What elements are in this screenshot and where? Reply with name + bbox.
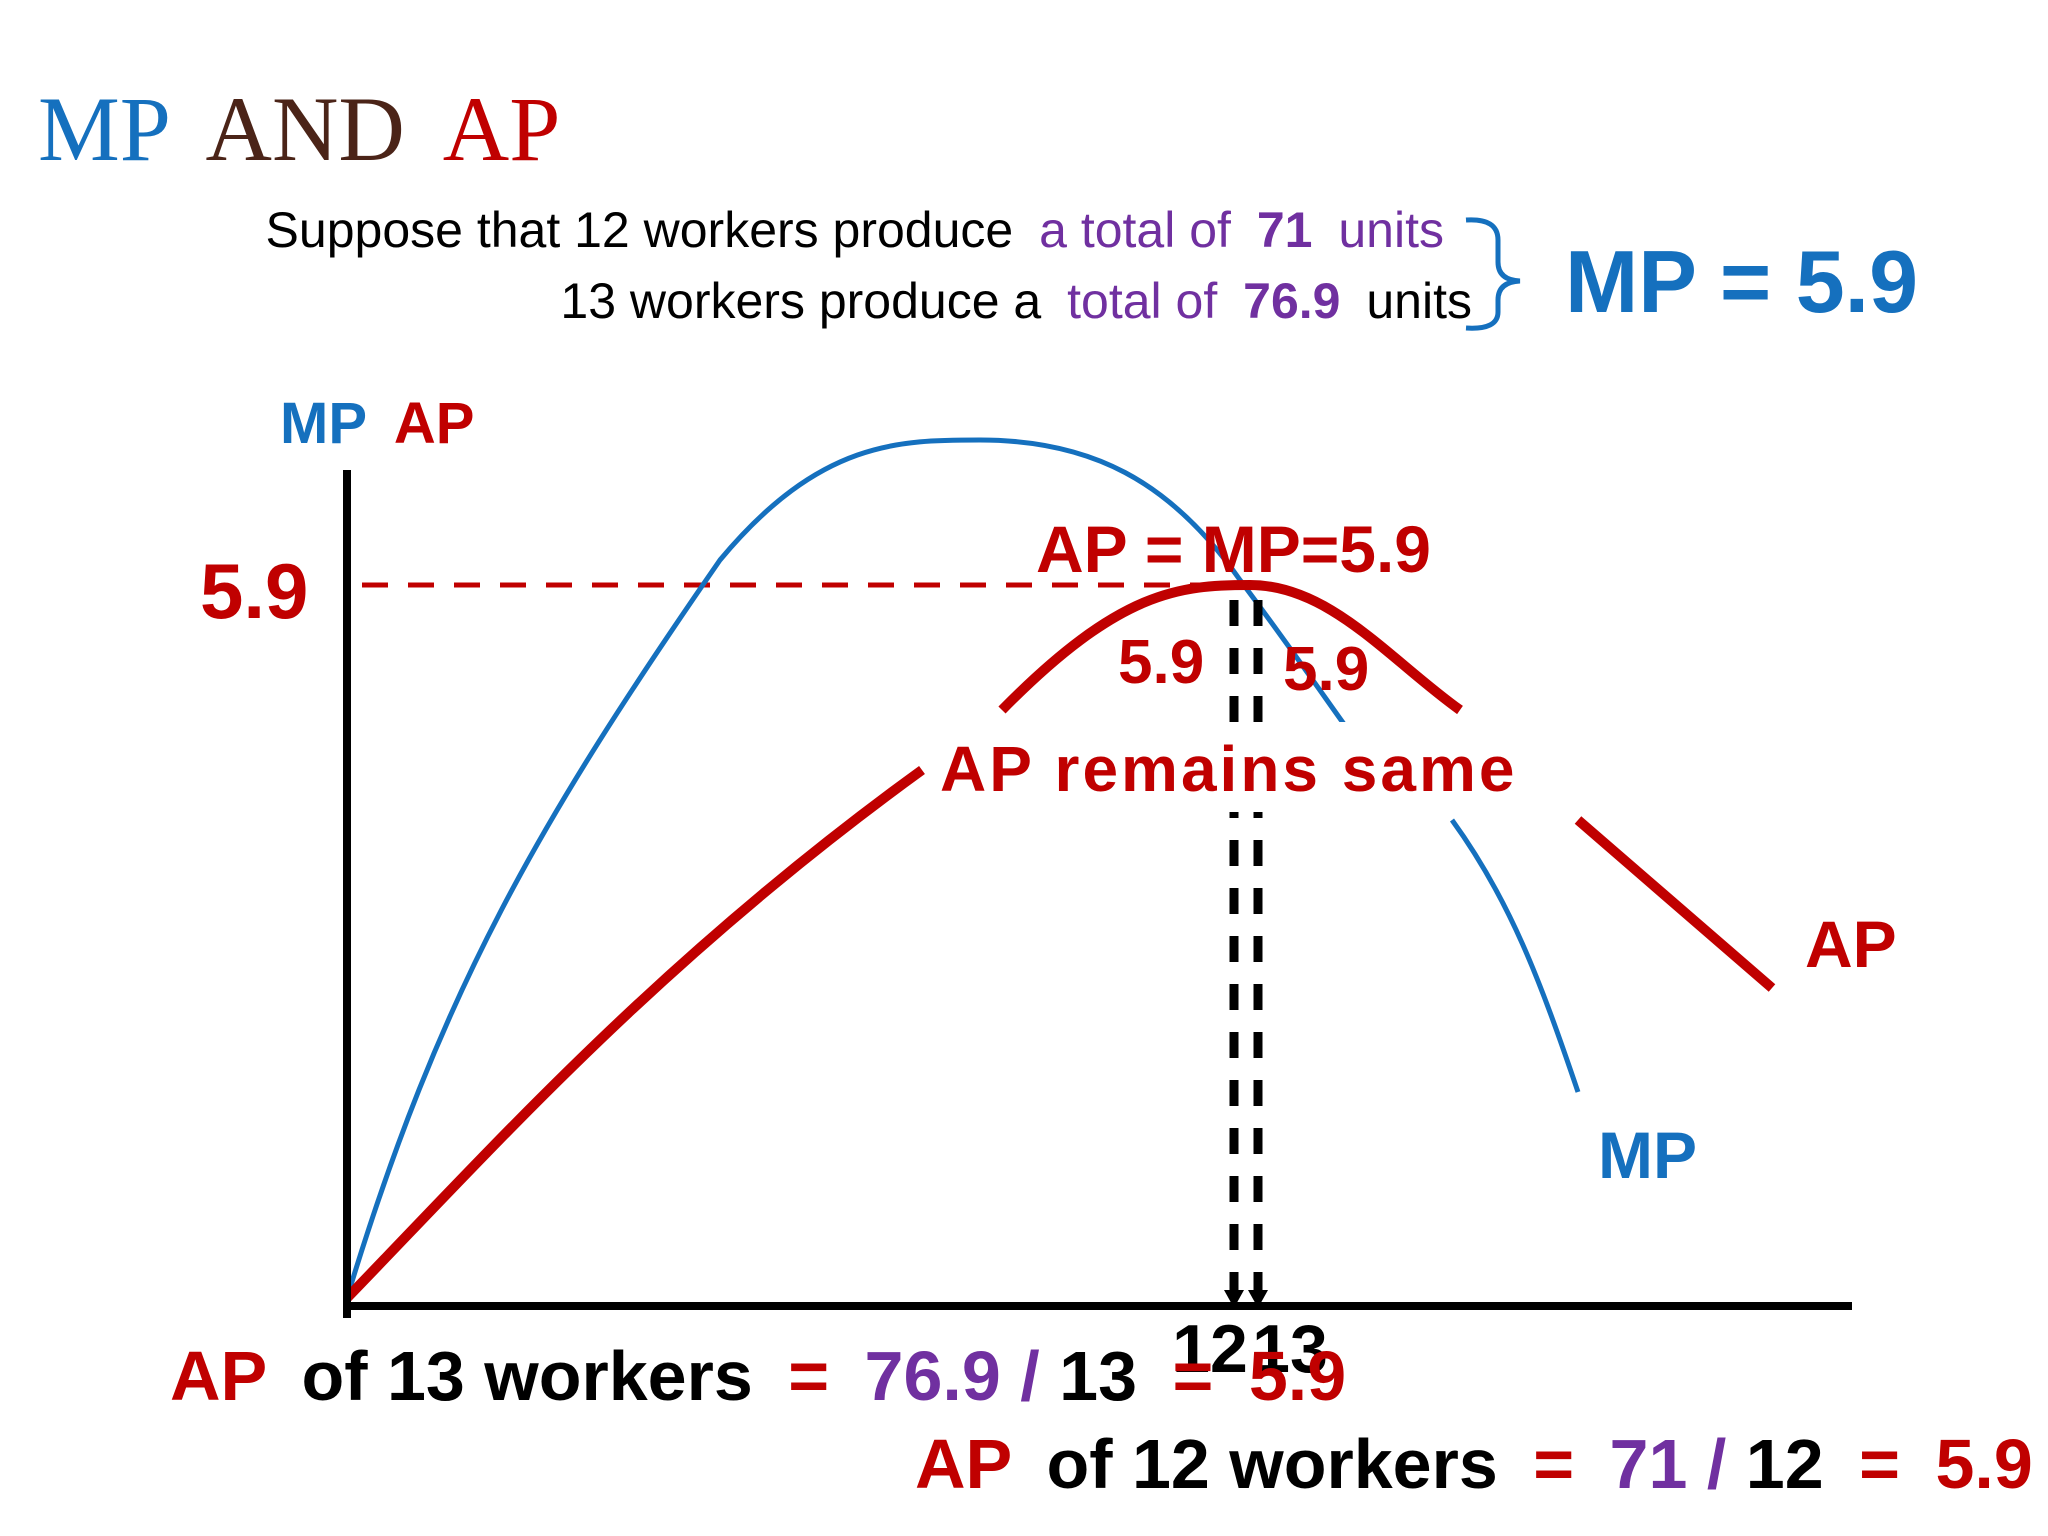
arrow-12-icon [1224, 1290, 1244, 1308]
premise-line-1: Suppose that 12 workers produce a total … [266, 202, 1444, 258]
slide-title: MP AND AP [38, 78, 560, 180]
ap-curve-top [998, 579, 1463, 715]
ap-curve-right [1574, 816, 1776, 992]
ap-curve-label: AP [1805, 907, 1897, 981]
title-ap: AP [443, 78, 561, 180]
ap-curve-left [343, 765, 925, 1302]
formula-13-workers: AP of 13 workers = 76.9 / 13 = 5.9 [170, 1337, 1346, 1415]
y-value-label: 5.9 [200, 547, 308, 635]
left-value-label: 5.9 [1118, 628, 1204, 697]
x-tick-13: 13 [1252, 1311, 1328, 1387]
ap-equals-mp-label: AP = MP=5.9 [1036, 512, 1431, 586]
right-value-label: 5.9 [1283, 635, 1369, 704]
y-axis-label: MP AP [280, 391, 475, 456]
x-tick-12: 12 [1172, 1311, 1248, 1387]
formula-12-workers: AP of 12 workers = 71 / 12 = 5.9 [915, 1425, 2033, 1503]
mp-curve-label: MP [1598, 1118, 1697, 1192]
label-background [930, 722, 1580, 812]
ap-remains-same-label: AP remains same [940, 733, 1517, 805]
premise-line-2: 13 workers produce a total of 76.9 units [560, 273, 1472, 329]
title-and: AND [206, 78, 405, 180]
title-mp: MP [38, 78, 168, 180]
arrow-13-icon [1248, 1290, 1268, 1308]
brace-icon [1465, 217, 1521, 331]
mp-result: MP = 5.9 [1565, 232, 1918, 331]
